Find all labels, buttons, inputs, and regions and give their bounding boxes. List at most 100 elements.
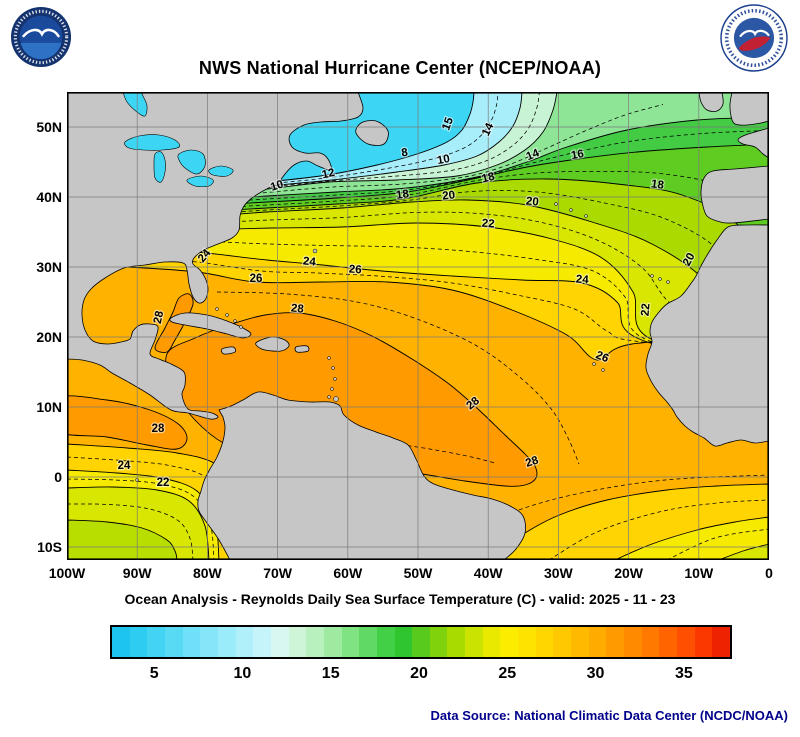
contour-label: 28	[290, 302, 305, 315]
lat-label: 40N	[36, 189, 62, 205]
colorbar-cell	[588, 627, 607, 657]
lon-label: 10W	[684, 565, 714, 581]
nws-gull-icon	[739, 29, 770, 38]
lon-label: 80W	[192, 565, 222, 581]
contour-label: 26	[348, 264, 362, 277]
colorbar-tick: 5	[149, 665, 159, 682]
colorbar-cell	[482, 627, 501, 657]
nws-logo-ring-text	[724, 8, 784, 68]
lon-label: 90W	[122, 565, 152, 581]
lat-label: 10S	[37, 539, 62, 555]
map-caption: Ocean Analysis - Reynolds Daily Sea Surf…	[124, 591, 676, 607]
lon-label: 100W	[48, 565, 86, 581]
lon-label: 50W	[403, 565, 433, 581]
contour-label: 28	[152, 423, 165, 435]
lon-label: 30W	[543, 565, 573, 581]
contour-label: 10	[436, 153, 451, 167]
colorbar-cell	[465, 627, 483, 657]
colorbar-tick: 25	[498, 665, 517, 682]
colorbar-cell	[323, 627, 342, 657]
lon-label: 70W	[263, 565, 292, 581]
data-source-credit: Data Source: National Climatic Data Cent…	[430, 708, 788, 723]
colorbar-cell	[694, 627, 713, 657]
colorbar-cell	[535, 627, 554, 657]
colorbar-cell	[571, 627, 589, 657]
colorbar-cell	[429, 627, 448, 657]
colorbar-tick: 30	[586, 665, 605, 682]
colorbar-cell	[164, 627, 183, 657]
colorbar-cell	[341, 627, 360, 657]
contour-label: 12	[321, 167, 336, 181]
colorbar-tick: 15	[321, 665, 340, 682]
lat-label: 0	[54, 469, 62, 485]
colorbar-tick: 10	[233, 665, 252, 682]
colorbar-cell	[500, 627, 519, 657]
noaa-logo-sea	[20, 42, 62, 60]
contour-label: 22	[639, 303, 652, 317]
contour-label: 18	[395, 188, 410, 202]
colorbar-cell	[288, 627, 307, 657]
contour-label: 24	[575, 274, 589, 287]
colorbar-cell	[606, 627, 625, 657]
lat-label: 20N	[36, 329, 62, 345]
colorbar-cell	[129, 627, 148, 657]
contour-label: 20	[442, 189, 456, 202]
colorbar-cell	[659, 627, 677, 657]
lon-label: 20W	[614, 565, 643, 581]
colorbar-cell	[200, 627, 218, 657]
colorbar-cell	[182, 627, 201, 657]
lat-label: 10N	[36, 399, 62, 415]
colorbar-cell	[641, 627, 660, 657]
latlon-grid	[67, 92, 769, 560]
colorbar-cell	[624, 627, 642, 657]
colorbar-cell	[270, 627, 289, 657]
contour-label: 20	[525, 195, 539, 208]
colorbar-cell	[394, 627, 413, 657]
noaa-gull-icon	[22, 28, 60, 38]
colorbar-cell	[253, 627, 271, 657]
nws-logo	[720, 4, 788, 72]
contour-label: 15	[440, 115, 456, 132]
colorbar-cell	[359, 627, 377, 657]
contour-label: 18	[481, 171, 497, 186]
colorbar-cell	[712, 627, 730, 657]
colorbar-cell	[412, 627, 430, 657]
contour-label: 28	[152, 309, 167, 325]
sst-map-wrap: 15 14 8 10 14 16 12 10 18 18 18 20 20 20 22 22 24 24 24 26 2…	[67, 92, 769, 560]
contour-label: 8	[401, 147, 410, 160]
colorbar-cell	[217, 627, 236, 657]
noaa-logo	[10, 6, 72, 68]
contour-label: 22	[481, 218, 495, 231]
contour-label: 24	[302, 255, 317, 268]
colorbar-cell	[677, 627, 695, 657]
colorbar-tick: 20	[410, 665, 428, 682]
lon-label: 40W	[473, 565, 503, 581]
colorbar-cell	[553, 627, 572, 657]
temperature-colorbar	[110, 625, 732, 659]
noaa-logo-ring-text	[13, 9, 69, 65]
lat-label: 30N	[36, 259, 62, 275]
contour-label: 16	[570, 148, 585, 162]
page-title: NWS National Hurricane Center (NCEP/NOAA…	[198, 58, 602, 78]
colorbar-cell	[376, 627, 395, 657]
colorbar-cell	[235, 627, 254, 657]
contour-label: 10	[269, 178, 285, 193]
contour-label: 24	[118, 460, 131, 472]
lat-label: 50N	[36, 119, 62, 135]
colorbar-cell	[447, 627, 466, 657]
contour-label: 22	[157, 477, 170, 489]
colorbar-tick: 35	[674, 665, 693, 682]
land-masses	[67, 92, 769, 560]
contour-label: 28	[524, 454, 540, 470]
colorbar-cell	[306, 627, 324, 657]
lon-label: 60W	[333, 565, 363, 581]
contour-label: 26	[250, 273, 263, 285]
lon-label: 0	[765, 565, 773, 581]
map-frame	[67, 92, 769, 560]
colorbar-cell	[147, 627, 165, 657]
colorbar-cell	[112, 627, 130, 657]
colorbar-cell	[518, 627, 536, 657]
nws-logo-red-swoosh	[738, 36, 771, 51]
